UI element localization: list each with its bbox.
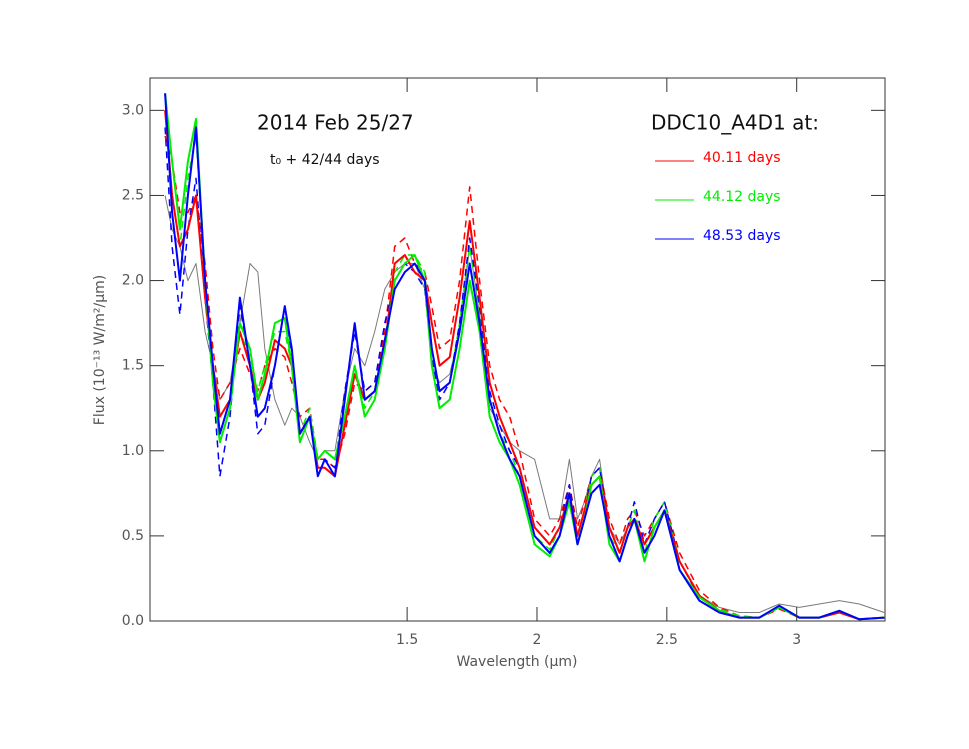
annotation: t₀ + 42/44 days xyxy=(270,152,380,168)
x-tick-label: 2 xyxy=(533,632,542,648)
x-tick-label: 1.5 xyxy=(396,632,418,648)
y-tick-label: 2.5 xyxy=(122,187,144,203)
y-tick-label: 2.0 xyxy=(122,273,144,289)
series-line xyxy=(164,110,885,621)
y-tick-label: 0.0 xyxy=(122,613,144,629)
series-line xyxy=(164,93,885,621)
curves xyxy=(164,93,885,621)
y-tick-label: 3.0 xyxy=(122,102,144,118)
legend-label: 44.12 days xyxy=(703,189,781,205)
x-axis-label: Wavelength (μm) xyxy=(457,654,578,670)
series-line xyxy=(164,93,885,621)
y-tick-label: 1.0 xyxy=(122,443,144,459)
series-line xyxy=(164,110,885,621)
y-axis-label: Flux (10⁻¹³ W/m²/μm) xyxy=(92,275,108,425)
plot-frame xyxy=(149,77,886,622)
y-tick-label: 0.5 xyxy=(122,528,144,544)
annotation: 2014 Feb 25/27 xyxy=(257,111,414,135)
series-line xyxy=(164,195,885,613)
legend-label: 48.53 days xyxy=(703,228,781,244)
legend-title: DDC10_A4D1 at: xyxy=(651,111,819,135)
legend-label: 40.11 days xyxy=(703,150,781,166)
x-tick-label: 2.5 xyxy=(656,632,678,648)
y-tick-label: 1.5 xyxy=(122,358,144,374)
x-tick-label: 3 xyxy=(792,632,801,648)
